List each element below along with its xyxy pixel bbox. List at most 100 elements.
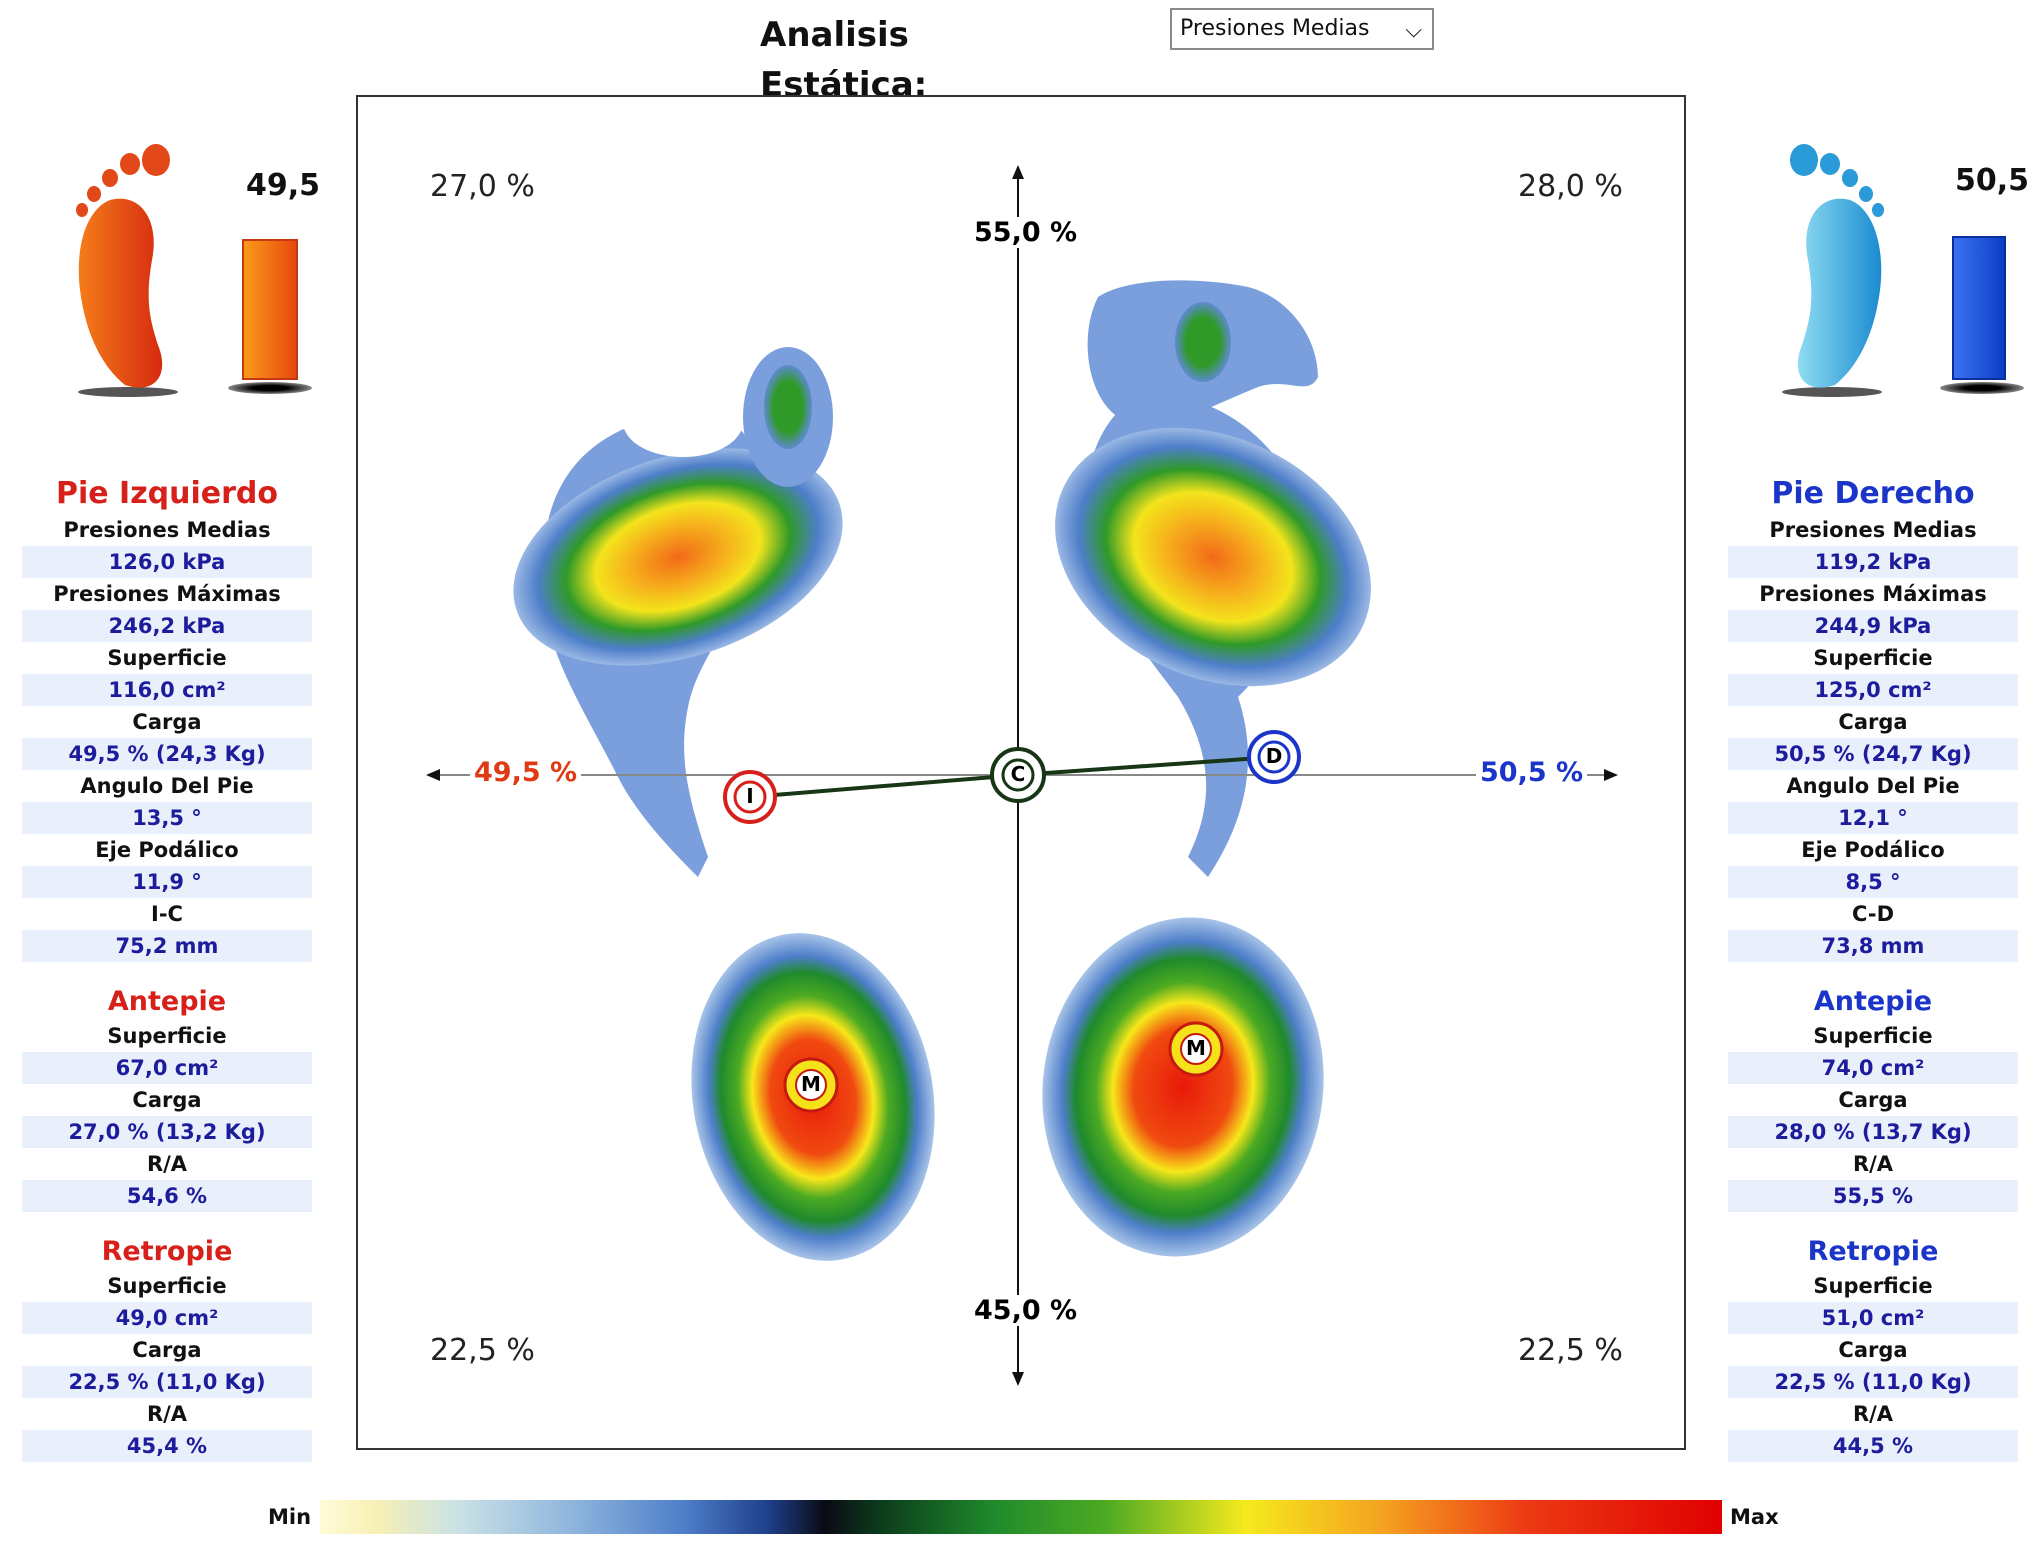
left-antepie-title: Antepie	[107, 986, 227, 1017]
right-foot-title: Pie Derecho	[1771, 476, 1975, 511]
stat-label: Superficie	[107, 1274, 227, 1298]
stat-label: Superficie	[107, 646, 227, 670]
right-retropie-stats: Superficie 51,0 cm² Carga 22,5 % (11,0 Kg) R…	[1728, 1270, 2018, 1462]
analysis-mode-select[interactable]: Presiones Medias ⌵	[1170, 8, 1434, 50]
axis-right-percent: 50,5 %	[1476, 757, 1588, 788]
marker-m-left	[783, 1057, 839, 1113]
left-retropie-stats: Superficie 49,0 cm² Carga 22,5 % (11,0 Kg) R…	[22, 1270, 312, 1462]
left-foot-stats: Presiones Medias 126,0 kPa Presiones Máxim…	[22, 514, 312, 962]
left-retropie-title: Retropie	[101, 1236, 233, 1267]
stat-label: Angulo Del Pie	[1786, 774, 1960, 798]
stat-value: 116,0 cm²	[22, 674, 312, 706]
stat-value: 51,0 cm²	[1728, 1302, 2018, 1334]
select-value: Presiones Medias	[1180, 16, 1370, 41]
stat-label: Carga	[1838, 1088, 1908, 1112]
stat-value: 44,5 %	[1728, 1430, 2018, 1462]
stat-label: Superficie	[1813, 646, 1933, 670]
stat-value: 8,5 °	[1728, 866, 2018, 898]
stat-label: R/A	[146, 1402, 188, 1426]
stat-value: 54,6 %	[22, 1180, 312, 1212]
stat-value: 74,0 cm²	[1728, 1052, 2018, 1084]
axis-top-percent: 55,0 %	[972, 217, 1080, 248]
stat-value: 11,9 °	[22, 866, 312, 898]
stat-label: Presiones Máximas	[1759, 582, 1987, 606]
stat-label: Presiones Medias	[63, 518, 271, 542]
left-foot-title: Pie Izquierdo	[55, 476, 279, 511]
stat-value: 27,0 % (13,2 Kg)	[22, 1116, 312, 1148]
axis-left-percent: 49,5 %	[470, 757, 582, 788]
left-footprint	[513, 347, 935, 1261]
right-foot-icon	[1782, 144, 1884, 397]
stat-label: R/A	[146, 1152, 188, 1176]
marker-i-label: I	[746, 784, 754, 808]
right-load-value: 50,5	[1955, 163, 2030, 198]
pressure-colorbar	[320, 1500, 1722, 1534]
left-foot-panel: Pie Izquierdo Presiones Medias 126,0 kPa P…	[22, 474, 312, 1462]
stat-label: Presiones Medias	[1769, 518, 1977, 542]
right-antepie-title: Antepie	[1813, 986, 1933, 1017]
stat-label: Presiones Máximas	[53, 582, 281, 606]
stat-value: 28,0 % (13,7 Kg)	[1728, 1116, 2018, 1148]
left-antepie-stats: Superficie 67,0 cm² Carga 27,0 % (13,2 Kg) R…	[22, 1020, 312, 1212]
stat-value: 246,2 kPa	[22, 610, 312, 642]
stat-label: Superficie	[107, 1024, 227, 1048]
stat-label: I-C	[151, 902, 183, 926]
stat-label: Carga	[1838, 1338, 1908, 1362]
stat-value: 67,0 cm²	[22, 1052, 312, 1084]
stat-value: 45,4 %	[22, 1430, 312, 1462]
stat-value: 119,2 kPa	[1728, 546, 2018, 578]
stat-label: Carga	[132, 1338, 202, 1362]
marker-m-right-label: M	[1186, 1036, 1206, 1060]
stat-label: Eje Podálico	[1801, 838, 1945, 862]
stat-label: R/A	[1852, 1152, 1894, 1176]
marker-d-label: D	[1265, 744, 1283, 768]
top-left-percent: 27,0 %	[430, 169, 535, 204]
left-load-bar	[242, 239, 298, 380]
right-foot-stats: Presiones Medias 119,2 kPa Presiones Máxim…	[1728, 514, 2018, 962]
pressure-map-canvas	[426, 165, 1618, 1386]
stat-value: 22,5 % (11,0 Kg)	[22, 1366, 312, 1398]
stat-label: C-D	[1851, 902, 1895, 926]
bottom-left-percent: 22,5 %	[430, 1333, 535, 1368]
stat-label: R/A	[1852, 1402, 1894, 1426]
stat-label: Superficie	[1813, 1274, 1933, 1298]
right-antepie-stats: Superficie 74,0 cm² Carga 28,0 % (13,7 Kg) R…	[1728, 1020, 2018, 1212]
right-bar-shadow	[1940, 382, 2024, 394]
right-retropie-title: Retropie	[1807, 1236, 1939, 1267]
stat-value: 55,5 %	[1728, 1180, 2018, 1212]
marker-d	[1247, 730, 1301, 784]
stat-value: 13,5 °	[22, 802, 312, 834]
marker-c-label: C	[1010, 762, 1026, 786]
stat-value: 49,0 cm²	[22, 1302, 312, 1334]
stat-value: 22,5 % (11,0 Kg)	[1728, 1366, 2018, 1398]
stat-label: Angulo Del Pie	[80, 774, 254, 798]
left-bar-shadow	[228, 382, 312, 394]
left-load-value: 49,5	[246, 168, 321, 203]
stat-value: 12,1 °	[1728, 802, 2018, 834]
stat-value: 50,5 % (24,7 Kg)	[1728, 738, 2018, 770]
stat-value: 125,0 cm²	[1728, 674, 2018, 706]
stat-value: 75,2 mm	[22, 930, 312, 962]
stat-value: 49,5 % (24,3 Kg)	[22, 738, 312, 770]
marker-m-right	[1168, 1021, 1224, 1077]
stat-value: 73,8 mm	[1728, 930, 2018, 962]
right-load-bar	[1952, 236, 2006, 380]
stat-label: Eje Podálico	[95, 838, 239, 862]
top-right-percent: 28,0 %	[1518, 169, 1623, 204]
stat-label: Carga	[132, 710, 202, 734]
stat-label: Carga	[1838, 710, 1908, 734]
left-foot-icon	[76, 144, 178, 397]
pressure-map: I C D M M 27,0 % 28,0 % 22,5 % 22,5 % 55…	[356, 95, 1686, 1450]
page-title: Analisis Estática:	[760, 15, 928, 105]
stat-value: 244,9 kPa	[1728, 610, 2018, 642]
marker-m-left-label: M	[801, 1072, 821, 1096]
right-footprint	[1042, 280, 1371, 1257]
left-load-bar-track	[240, 210, 300, 380]
marker-i	[723, 770, 777, 824]
stat-value: 126,0 kPa	[22, 546, 312, 578]
colorbar-min-label: Min	[268, 1505, 312, 1529]
colorbar-max-label: Max	[1730, 1505, 1779, 1529]
marker-c	[990, 747, 1046, 803]
right-foot-panel: Pie Derecho Presiones Medias 119,2 kPa Pre…	[1728, 474, 2018, 1462]
right-load-bar-track	[1950, 210, 2010, 380]
